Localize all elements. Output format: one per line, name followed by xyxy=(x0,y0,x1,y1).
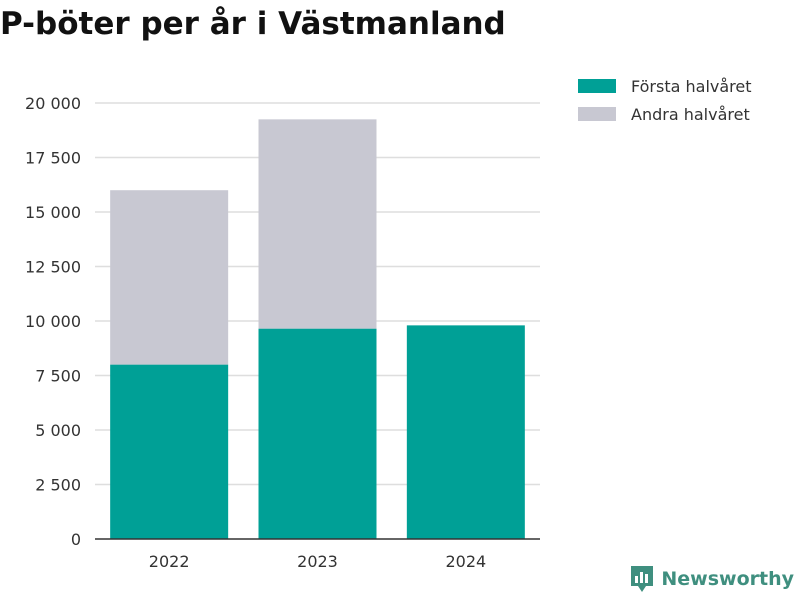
y-tick-label: 0 xyxy=(71,530,81,549)
y-tick-label: 12 500 xyxy=(25,258,81,277)
y-tick-label: 5 000 xyxy=(35,421,81,440)
x-tick-label: 2024 xyxy=(445,552,486,571)
bar-first-half xyxy=(258,328,377,539)
legend-item-second-half: Andra halvåret xyxy=(578,100,752,128)
y-tick-label: 20 000 xyxy=(25,94,81,113)
y-tick-label: 7 500 xyxy=(35,367,81,386)
legend-swatch-first-half xyxy=(578,79,616,93)
brand-logo: Newsworthy xyxy=(629,564,794,594)
y-tick-label: 10 000 xyxy=(25,312,81,331)
bar-second-half xyxy=(110,190,229,365)
newsworthy-logo-icon xyxy=(631,566,654,592)
legend-swatch-second-half xyxy=(578,107,616,121)
y-tick-label: 15 000 xyxy=(25,203,81,222)
x-tick-label: 2022 xyxy=(149,552,190,571)
legend-label-second-half: Andra halvåret xyxy=(631,104,750,124)
bar-second-half xyxy=(258,119,377,329)
y-tick-label: 2 500 xyxy=(35,476,81,495)
bar-first-half xyxy=(110,364,229,539)
x-tick-label: 2023 xyxy=(297,552,338,571)
chart-title: P-böter per år i Västmanland xyxy=(0,6,506,42)
brand-name: Newsworthy xyxy=(661,568,794,590)
legend-item-first-half: Första halvåret xyxy=(578,72,752,100)
y-tick-label: 17 500 xyxy=(25,149,81,168)
bar-first-half xyxy=(406,325,525,539)
legend: Första halvåret Andra halvåret xyxy=(578,72,752,128)
legend-label-first-half: Första halvåret xyxy=(631,76,752,96)
